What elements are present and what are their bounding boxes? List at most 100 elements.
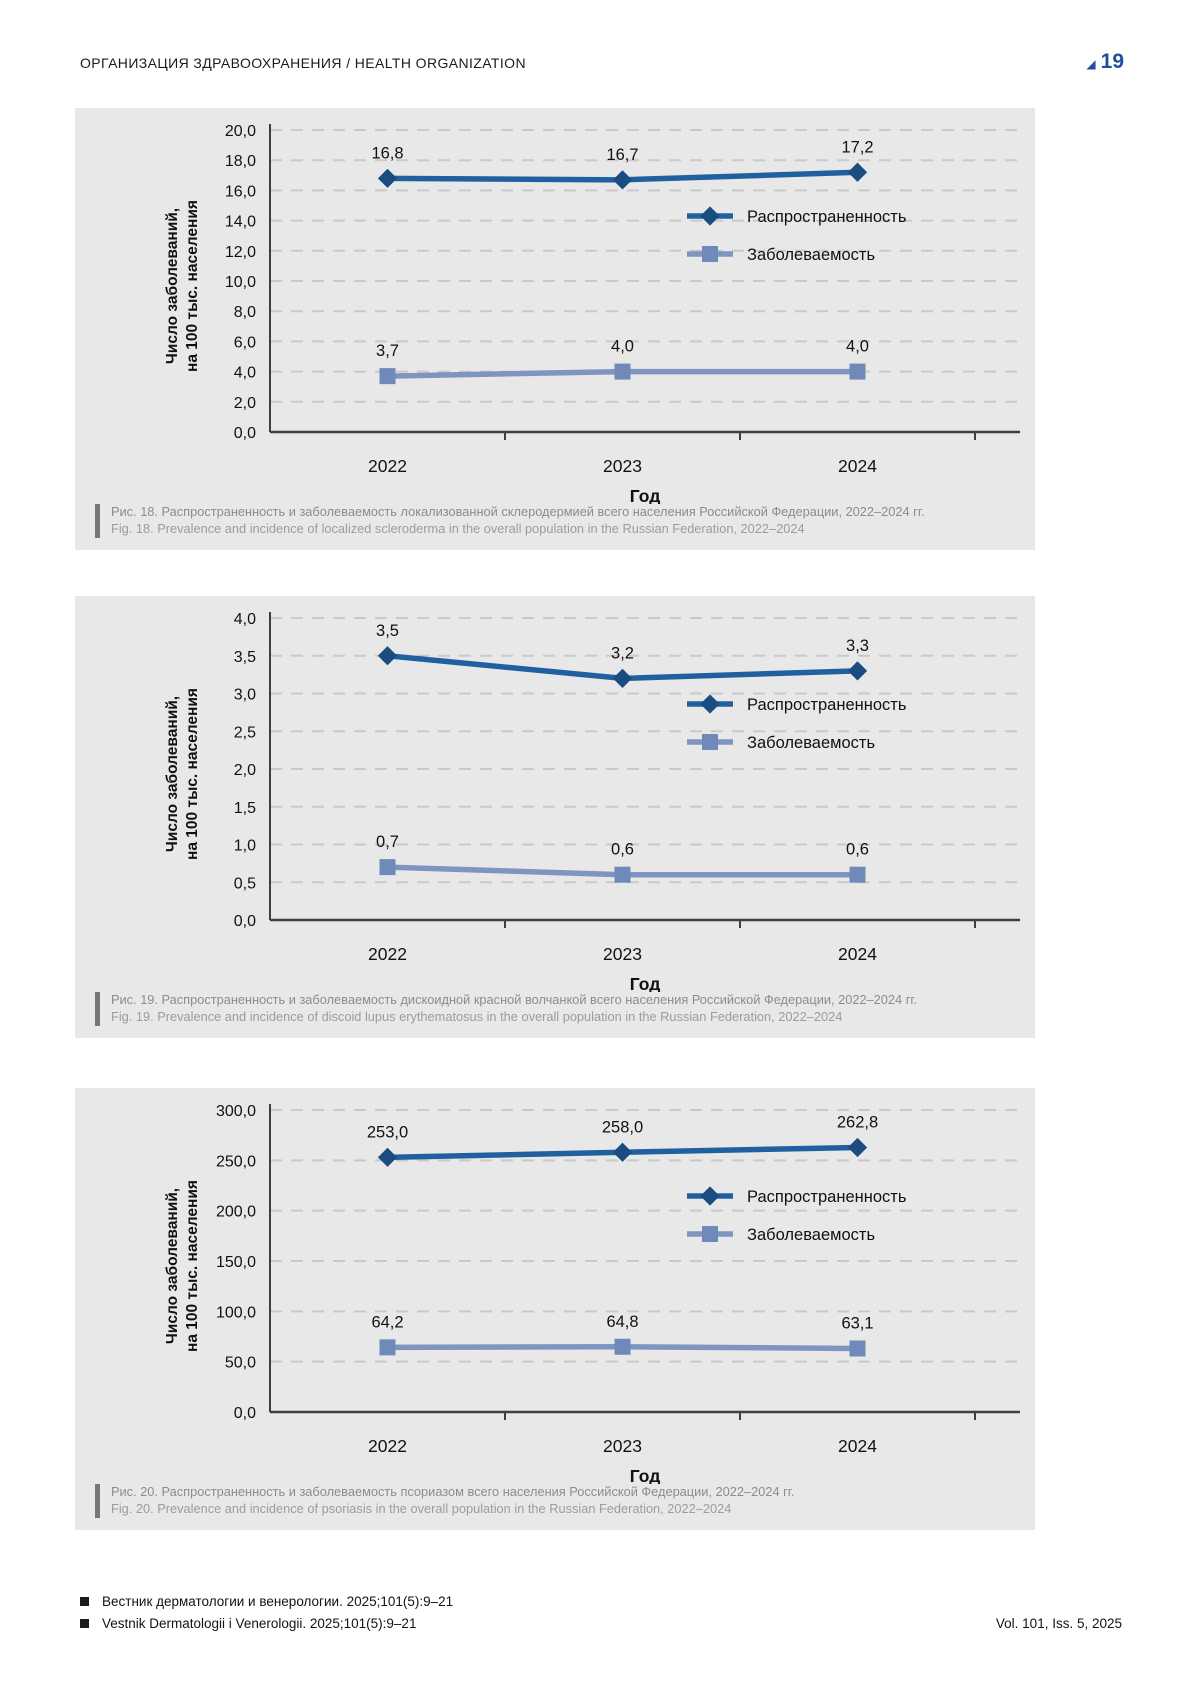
- incidence-series: 0,7 0,6 0,6: [376, 833, 869, 883]
- journal-line-ru: Вестник дерматологии и венерологии. 2025…: [102, 1594, 454, 1609]
- y-tick-label: 0,0: [234, 1405, 256, 1422]
- y-tick-label: 8,0: [234, 304, 256, 321]
- y-tick-label: 0,0: [234, 913, 256, 930]
- data-label: 4,0: [611, 338, 634, 356]
- legend-item-square: Заболеваемость: [687, 734, 875, 752]
- prevalence-series: 16,8 16,7 17,2: [371, 138, 874, 190]
- y-tick-label: 1,0: [234, 838, 256, 855]
- y-tick-label: 250,0: [216, 1153, 256, 1170]
- y-tick-label: 20,0: [225, 123, 256, 140]
- x-axis-title: Год: [630, 974, 661, 992]
- data-label: 17,2: [841, 138, 873, 156]
- y-tick-label: 18,0: [225, 153, 256, 170]
- y-tick-label: 200,0: [216, 1204, 256, 1221]
- figure-18-caption: Рис. 18. Распространенность и заболеваем…: [95, 504, 1011, 538]
- x-tick-label: 2022: [368, 944, 407, 964]
- figure-20-chart: 0,0 50,0 100,0 150,0 200,0 250,0 300,0 253,0 258…: [216, 1103, 1020, 1484]
- y-axis-label: Число заболеваний, на 100 тыс. населения: [163, 200, 201, 372]
- page-number: 19: [1100, 50, 1124, 73]
- caption-russian: Рис. 18. Распространенность и заболеваем…: [111, 504, 925, 519]
- square-marker: [849, 866, 866, 883]
- diamond-marker: [612, 668, 633, 689]
- section-title: ОРГАНИЗАЦИЯ ЗДРАВООХРАНЕНИЯ / HEALTH ORG…: [80, 55, 526, 71]
- caption-bar-icon: [95, 992, 100, 1026]
- legend-label: Заболеваемость: [747, 734, 875, 752]
- square-marker: [702, 734, 718, 750]
- y-tick-label: 0,0: [234, 425, 256, 442]
- y-tick-label: 10,0: [225, 274, 256, 291]
- legend-label: Распространенность: [747, 1188, 906, 1206]
- data-label: 64,2: [371, 1313, 403, 1331]
- page-footer: Вестник дерматологии и венерологии. 2025…: [80, 1594, 1122, 1638]
- caption-english: Fig. 18. Prevalence and incidence of loc…: [111, 520, 805, 536]
- diamond-marker: [847, 661, 868, 681]
- incidence-series: 3,7 4,0 4,0: [376, 338, 869, 385]
- diamond-marker: [377, 168, 398, 188]
- triangle-icon: ◢: [1086, 57, 1096, 71]
- data-label: 3,7: [376, 342, 399, 360]
- legend-label: Заболеваемость: [747, 1226, 875, 1244]
- data-label: 0,6: [846, 841, 869, 859]
- square-marker: [702, 1226, 718, 1242]
- data-label: 258,0: [602, 1118, 643, 1136]
- y-axis-label: Число заболеваний, на 100 тыс. населения: [163, 688, 201, 860]
- y-tick-label: 50,0: [225, 1355, 256, 1372]
- data-label: 262,8: [837, 1113, 878, 1131]
- data-label: 0,7: [376, 833, 399, 851]
- diamond-marker: [847, 1137, 868, 1158]
- volume-info: Vol. 101, Iss. 5, 2025: [995, 1616, 1122, 1631]
- y-tick-label: 3,0: [234, 687, 256, 704]
- y-axis-label: Число заболеваний, на 100 тыс. населения: [163, 1180, 201, 1352]
- y-tick-label: 6,0: [234, 334, 256, 351]
- y-tick-label: 4,0: [234, 365, 256, 382]
- prevalence-series: 253,0 258,0 262,8: [367, 1113, 878, 1167]
- y-tick-label: 2,0: [234, 762, 256, 779]
- legend-label: Распространенность: [747, 208, 906, 226]
- x-axis-title: Год: [630, 1466, 661, 1484]
- diamond-marker: [700, 694, 720, 714]
- diamond-marker: [612, 170, 633, 190]
- square-marker: [849, 363, 866, 380]
- diamond-marker: [847, 162, 868, 182]
- square-bullet-icon: [80, 1619, 89, 1628]
- figure-18-panel: 0,0 2,0 4,0 6,0 8,0 10,0 12,0 14,0 16,0 18,0 20,0 1…: [75, 108, 1035, 550]
- page-number-block: ◢ 19: [1086, 50, 1124, 74]
- x-tick-label: 2022: [368, 1436, 407, 1456]
- figure-19-caption: Рис. 19. Распространенность и заболеваем…: [95, 992, 1011, 1026]
- diamond-marker: [612, 1142, 633, 1162]
- data-label: 64,8: [606, 1313, 638, 1331]
- figure-20-caption: Рис. 20. Распространенность и заболеваем…: [95, 1484, 1011, 1518]
- y-tick-label: 100,0: [216, 1304, 256, 1321]
- diamond-marker: [700, 1186, 720, 1206]
- y-tick-label: 14,0: [225, 214, 256, 231]
- x-tick-label: 2023: [603, 944, 642, 964]
- square-marker: [614, 363, 631, 380]
- legend-item-square: Заболеваемость: [687, 1226, 875, 1244]
- y-tick-label: 2,5: [234, 724, 256, 741]
- caption-english: Fig. 19. Prevalence and incidence of dis…: [111, 1008, 843, 1024]
- data-label: 3,5: [376, 622, 399, 640]
- journal-line-en: Vestnik Dermatologii i Venerologii. 2025…: [102, 1616, 417, 1631]
- y-tick-label: 150,0: [216, 1254, 256, 1271]
- data-label: 16,7: [606, 146, 638, 164]
- y-tick-label: 300,0: [216, 1103, 256, 1120]
- caption-english: Fig. 20. Prevalence and incidence of pso…: [111, 1500, 732, 1516]
- x-tick-label: 2024: [838, 1436, 877, 1456]
- x-axis-title: Год: [630, 486, 661, 504]
- incidence-series: 64,2 64,8 63,1: [371, 1313, 874, 1357]
- square-marker: [614, 1338, 631, 1355]
- caption-bar-icon: [95, 504, 100, 538]
- figure-18-chart: 0,0 2,0 4,0 6,0 8,0 10,0 12,0 14,0 16,0 18,0 20,0 1…: [225, 123, 1020, 504]
- square-marker: [849, 1340, 866, 1357]
- data-label: 253,0: [367, 1123, 408, 1141]
- prevalence-series: 3,5 3,2 3,3: [376, 622, 869, 689]
- legend-item-diamond: Распространенность: [687, 206, 906, 226]
- legend-item-diamond: Распространенность: [687, 694, 906, 714]
- x-tick-label: 2022: [368, 456, 407, 476]
- diamond-marker: [377, 1147, 398, 1167]
- diamond-marker: [377, 646, 398, 666]
- data-label: 3,3: [846, 637, 869, 655]
- data-label: 4,0: [846, 338, 869, 356]
- caption-bar-icon: [95, 1484, 100, 1518]
